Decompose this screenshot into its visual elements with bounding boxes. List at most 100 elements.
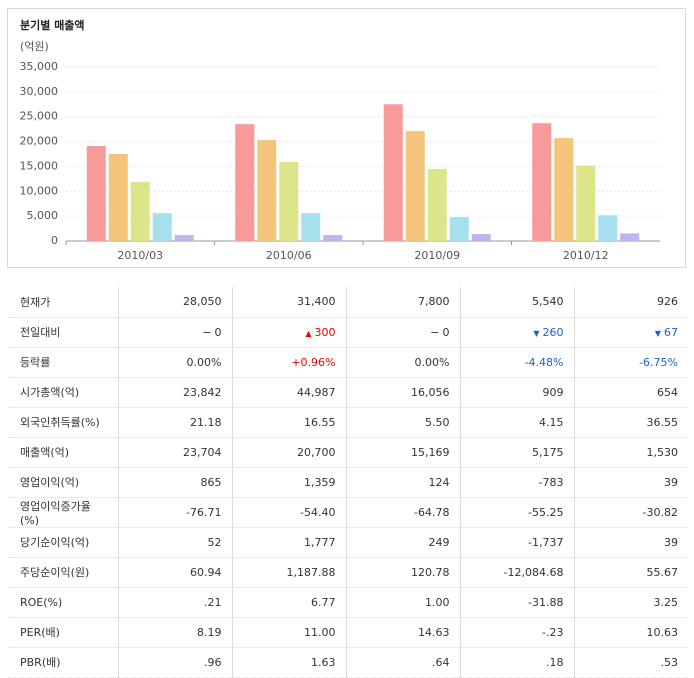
cell-value: ▲ 300	[231, 317, 346, 348]
cell-value: 5,540	[459, 287, 574, 318]
change-icon: −	[430, 325, 440, 339]
table-row: 전일대비 −0 ▲ 300−0 ▼ 260 ▼ 67	[8, 317, 688, 348]
cell-text: 4.15	[539, 415, 564, 429]
cell-text: 당기순이익(억)	[20, 536, 90, 549]
cell-text: 67	[664, 325, 678, 339]
cell-value: -30.82	[573, 497, 688, 528]
bar	[130, 181, 150, 241]
cell-text: 16,056	[411, 385, 450, 399]
x-tick-label: 2010/03	[117, 249, 163, 262]
cell-text: 15,169	[411, 445, 450, 459]
change-icon: ▼	[654, 328, 661, 338]
y-tick-label: 35,000	[20, 60, 59, 73]
cell-text: 120.78	[411, 565, 450, 579]
cell-value: .18	[459, 647, 574, 678]
cell-text: 6.77	[311, 595, 336, 609]
cell-text: -64.78	[414, 505, 450, 519]
y-tick-label: 5,000	[27, 209, 59, 222]
cell-text: 28,050	[183, 295, 222, 309]
chart: (억원) 0 5,000 10,000 15,000 20,000 25,000 30,00…	[20, 40, 660, 262]
row-label: 시가총액(억)	[8, 377, 118, 408]
y-tick-label: 20,000	[20, 135, 59, 148]
cell-text: 909	[542, 385, 564, 399]
bar	[427, 168, 447, 241]
cell-text: .18	[546, 655, 564, 669]
cell-value: -55.25	[459, 497, 574, 528]
row-label: PBR(배)	[8, 647, 118, 678]
cell-value: 15,169	[345, 437, 460, 468]
cell-text: 31,400	[297, 295, 336, 309]
cell-text: 8.19	[197, 625, 222, 639]
cell-text: 1,187.88	[286, 565, 336, 579]
cell-text: -54.40	[300, 505, 336, 519]
cell-value: -4.48%	[459, 347, 574, 378]
cell-value: 1,530	[573, 437, 688, 468]
cell-value: 28,050	[117, 287, 232, 318]
cell-text: 55.67	[646, 565, 679, 579]
cell-text: 249	[428, 535, 450, 549]
cell-text: 16.55	[304, 415, 336, 429]
bar	[554, 138, 574, 241]
cell-value: 23,842	[117, 377, 232, 408]
cell-text: 0.00%	[414, 355, 450, 369]
cell-text: 0.00%	[186, 355, 222, 369]
table-row: 등락률 0.00% +0.96% 0.00% -4.48% -6.75%	[8, 347, 688, 378]
bar	[257, 140, 277, 241]
cell-text: 20,700	[297, 445, 336, 459]
cell-value: .53	[573, 647, 688, 678]
cell-text: 5.50	[425, 415, 450, 429]
bar	[620, 233, 640, 241]
cell-text: 14.63	[418, 625, 450, 639]
cell-text: -1,737	[528, 535, 564, 549]
table-row: 당기순이익(억) 52 1,777 249 -1,737 39	[8, 527, 688, 558]
stock-table: 현재가 28,050 31,400 7,800 5,540 926 전일대비 −0 ▲ 300−0…	[8, 287, 688, 678]
cell-value: -31.88	[459, 587, 574, 618]
row-label: 전일대비	[8, 317, 118, 348]
bar	[598, 215, 618, 241]
cell-value: 23,704	[117, 437, 232, 468]
cell-value: −0	[117, 317, 232, 348]
y-tick-label: 0	[51, 234, 58, 247]
cell-text: .96	[204, 655, 222, 669]
cell-text: 7,800	[418, 295, 450, 309]
cell-value: -783	[459, 467, 574, 498]
row-label: 매출액(억)	[8, 437, 118, 468]
y-tick-label: 25,000	[20, 110, 59, 123]
cell-text: 0	[442, 325, 450, 339]
table-row: ROE(%) .21 6.77 1.00 -31.88 3.25	[8, 587, 688, 618]
cell-value: ▼ 67	[573, 317, 688, 348]
cell-value: 10.63	[573, 617, 688, 648]
row-label: 영업이익증가율(%)	[8, 497, 118, 528]
cell-value: .21	[117, 587, 232, 618]
cell-text: 260	[542, 325, 564, 339]
cell-text: 영업이익(억)	[20, 476, 80, 489]
cell-text: -31.88	[528, 595, 564, 609]
cell-value: 1.63	[231, 647, 346, 678]
cell-value: 926	[573, 287, 688, 318]
cell-text: 주당순이익(원)	[20, 566, 90, 579]
cell-text: -12,084.68	[503, 565, 564, 579]
cell-text: 전일대비	[20, 326, 61, 339]
table-row: 매출액(억) 23,704 20,700 15,169 5,175 1,530	[8, 437, 688, 468]
table-row: 외국인취득률(%) 21.18 16.55 5.50 4.15 36.55	[8, 407, 688, 438]
cell-text: 3.25	[653, 595, 679, 609]
cell-text: 11.00	[304, 625, 336, 639]
cell-value: ▼ 260	[459, 317, 574, 348]
cell-value: -12,084.68	[459, 557, 574, 588]
bar	[174, 235, 194, 241]
cell-text: .21	[204, 595, 222, 609]
table-row: 영업이익증가율(%) -76.71 -54.40 -64.78 -55.25 -30.82	[8, 497, 688, 528]
cell-text: 매출액(억)	[20, 446, 70, 459]
bar	[405, 131, 425, 241]
cell-value: 6.77	[231, 587, 346, 618]
cell-text: 외국인취득률(%)	[20, 416, 100, 429]
bar	[323, 235, 343, 241]
change-icon: ▼	[533, 328, 540, 338]
cell-value: 52	[117, 527, 232, 558]
row-label: 당기순이익(억)	[8, 527, 118, 558]
cell-value: 39	[573, 467, 688, 498]
cell-value: -1,737	[459, 527, 574, 558]
bar	[108, 154, 128, 241]
cell-value: 14.63	[345, 617, 460, 648]
cell-value: -54.40	[231, 497, 346, 528]
